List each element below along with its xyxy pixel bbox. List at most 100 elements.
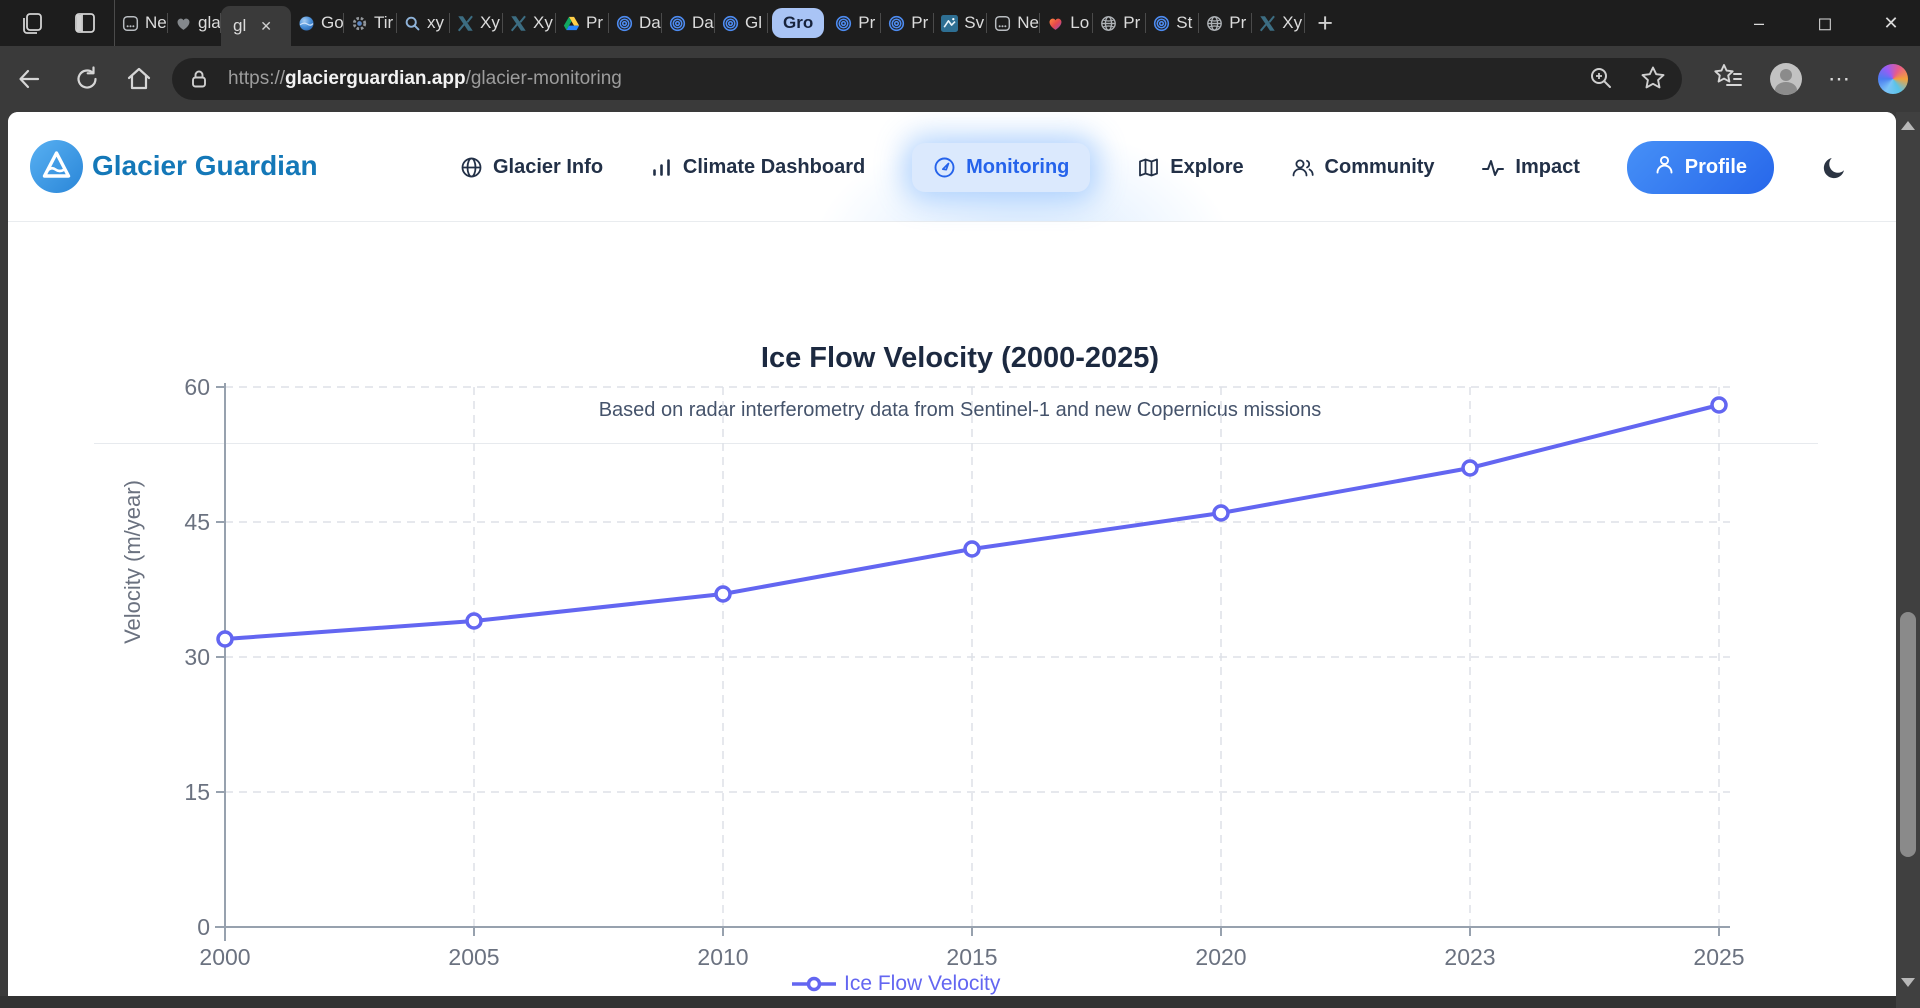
x-logo-icon bbox=[457, 15, 474, 32]
tab-title: Gl bbox=[745, 13, 762, 32]
favorites-bar-icon[interactable] bbox=[1712, 60, 1744, 97]
vertical-scrollbar[interactable] bbox=[1896, 112, 1920, 1008]
rings-icon bbox=[669, 15, 686, 32]
browser-tab[interactable]: Sv bbox=[934, 0, 988, 46]
back-icon[interactable] bbox=[14, 64, 44, 94]
nav-climate-dashboard[interactable]: Climate Dashboard bbox=[650, 156, 865, 179]
minimize-icon[interactable]: – bbox=[1753, 12, 1764, 33]
rings-icon bbox=[722, 15, 739, 32]
tab-title: Ne bbox=[1017, 13, 1039, 32]
nav-community[interactable]: Community bbox=[1291, 156, 1435, 179]
tab-title: Da bbox=[639, 13, 661, 32]
url-field[interactable]: https://glacierguardian.app/glacier-moni… bbox=[172, 58, 1682, 100]
bar-chart-icon bbox=[650, 156, 673, 179]
close-icon[interactable]: ✕ bbox=[1883, 12, 1899, 33]
map-icon bbox=[1137, 156, 1160, 179]
browser-tab[interactable]: Lo bbox=[1040, 0, 1094, 46]
profile-button[interactable]: Profile bbox=[1626, 140, 1775, 194]
globe-gray-icon bbox=[1206, 15, 1223, 32]
browser-tab[interactable]: Ne bbox=[987, 0, 1041, 46]
tab-title: Pr bbox=[858, 13, 876, 32]
tab-title: Xy bbox=[533, 13, 553, 32]
tab-title: Lo bbox=[1070, 13, 1090, 32]
copilot-icon[interactable] bbox=[1878, 63, 1908, 94]
ski-icon bbox=[941, 14, 959, 32]
activity-icon bbox=[1481, 156, 1505, 179]
vertical-tabs-icon[interactable] bbox=[70, 8, 100, 38]
scroll-up-icon[interactable] bbox=[1901, 121, 1915, 130]
scroll-down-icon[interactable] bbox=[1901, 978, 1915, 987]
tab-title: Pr bbox=[1229, 13, 1247, 32]
chart-subtitle: Based on radar interferometry data from … bbox=[598, 399, 1322, 421]
browser-tab[interactable]: xy bbox=[397, 0, 450, 46]
url-text: https://glacierguardian.app/glacier-moni… bbox=[228, 68, 622, 89]
chart-legend[interactable]: Ice Flow Velocity bbox=[792, 972, 1000, 996]
browser-tab[interactable]: Pr bbox=[881, 0, 935, 46]
tab-group-label[interactable]: Gro bbox=[772, 8, 825, 38]
main-navigation: Glacier Info Climate Dashboard Monitorin… bbox=[460, 112, 1848, 222]
x-logo-icon bbox=[1259, 15, 1276, 32]
lock-icon[interactable] bbox=[188, 68, 210, 90]
browser-tab[interactable]: Da bbox=[609, 0, 662, 46]
refresh-icon[interactable] bbox=[72, 64, 102, 94]
browser-tab[interactable]: gla bbox=[168, 0, 221, 46]
rings-icon bbox=[835, 15, 852, 32]
gear-icon bbox=[351, 15, 368, 32]
tab-title: Go bbox=[321, 13, 344, 32]
new-tab-button[interactable]: + bbox=[1317, 7, 1334, 38]
browser-tab[interactable]: Xy bbox=[503, 0, 556, 46]
tab-title: gla bbox=[198, 13, 221, 32]
nav-explore[interactable]: Explore bbox=[1137, 156, 1244, 179]
browser-tab[interactable]: Pr bbox=[1199, 0, 1253, 46]
search-icon bbox=[404, 15, 421, 32]
tab-title: Ne bbox=[145, 13, 167, 32]
browser-tab[interactable]: Gl bbox=[715, 0, 768, 46]
nav-glacier-info[interactable]: Glacier Info bbox=[460, 156, 603, 179]
tab-title: Xy bbox=[1282, 13, 1303, 32]
browser-tab[interactable]: Xy bbox=[1252, 0, 1306, 46]
earth-icon bbox=[298, 15, 315, 32]
browser-tab[interactable]: Pr bbox=[828, 0, 882, 46]
scrollbar-thumb[interactable] bbox=[1900, 612, 1916, 857]
browser-tab[interactable]: Tir bbox=[344, 0, 397, 46]
rings-icon bbox=[1153, 15, 1170, 32]
browser-tab[interactable]: Da bbox=[662, 0, 715, 46]
zoom-page-icon[interactable] bbox=[1586, 63, 1616, 98]
tab-title: gl bbox=[233, 16, 247, 35]
tab-title: Xy bbox=[480, 13, 500, 32]
browser-tab[interactable]: gl ✕ bbox=[221, 6, 291, 46]
browser-menu-icon[interactable]: ⋯ bbox=[1828, 65, 1852, 91]
tab-title: Da bbox=[692, 13, 714, 32]
tab-title: Sv bbox=[964, 13, 985, 32]
dark-mode-moon-icon[interactable] bbox=[1821, 154, 1848, 181]
browser-tab[interactable]: Ne bbox=[115, 0, 168, 46]
browser-tab[interactable]: Pr bbox=[556, 0, 609, 46]
gauge-icon bbox=[933, 156, 956, 179]
page-footer-band bbox=[0, 996, 1896, 1008]
browser-tab[interactable]: Xy bbox=[450, 0, 503, 46]
browser-tab[interactable]: St bbox=[1146, 0, 1200, 46]
tab-title: Pr bbox=[1123, 13, 1141, 32]
people-icon bbox=[1291, 156, 1315, 179]
browser-address-bar: https://glacierguardian.app/glacier-moni… bbox=[0, 46, 1920, 112]
site-header: Glacier Guardian Glacier Info Climate Da… bbox=[8, 112, 1896, 222]
brand-name: Glacier Guardian bbox=[92, 150, 318, 181]
legend-label: Ice Flow Velocity bbox=[844, 972, 1001, 995]
nav-impact[interactable]: Impact bbox=[1481, 156, 1580, 179]
profile-avatar[interactable] bbox=[1770, 62, 1802, 95]
legend-marker-icon bbox=[792, 976, 836, 992]
globe-gray-icon bbox=[1100, 15, 1117, 32]
tab-title: Pr bbox=[911, 13, 929, 32]
favorite-star-icon[interactable] bbox=[1638, 63, 1668, 98]
tab-title: Tir bbox=[374, 13, 394, 32]
nav-monitoring[interactable]: Monitoring bbox=[912, 142, 1091, 192]
workspaces-icon[interactable] bbox=[18, 8, 48, 38]
page-content: Glacier Guardian Glacier Info Climate Da… bbox=[8, 112, 1896, 1008]
browser-tab[interactable]: Pr bbox=[1093, 0, 1147, 46]
maximize-icon[interactable]: ◻ bbox=[1817, 12, 1833, 33]
window-controls: – ◻ ✕ bbox=[1744, 0, 1906, 46]
tab-close-icon[interactable]: ✕ bbox=[260, 17, 272, 34]
browser-tab[interactable]: Go bbox=[291, 0, 344, 46]
home-icon[interactable] bbox=[124, 64, 154, 94]
tab-list: Ne gla gl ✕ Go Tir xy Xy Xy Pr Da Da Gl Gro Pr Pr Sv Ne Lo… bbox=[114, 0, 1306, 46]
